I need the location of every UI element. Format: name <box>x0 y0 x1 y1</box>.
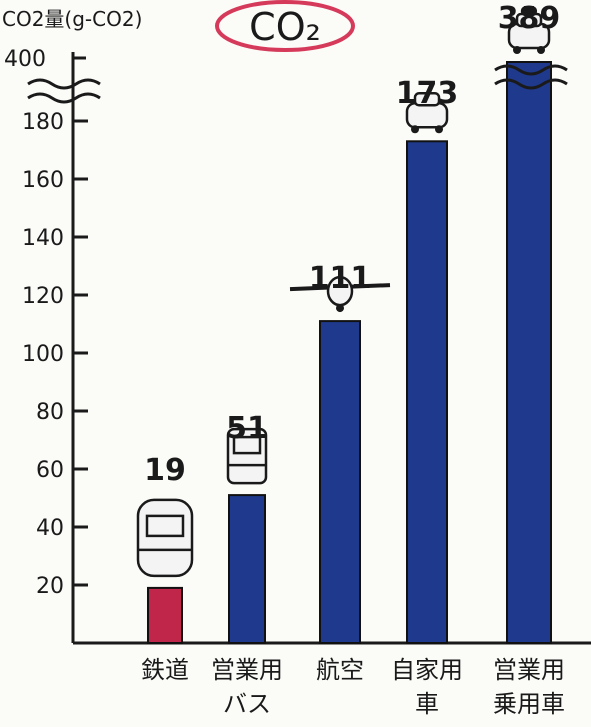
data-label-5: 389 <box>498 1 561 36</box>
car-icon <box>405 92 449 134</box>
y-tick-label-160: 160 <box>22 168 64 193</box>
y-tick-label-60: 60 <box>36 458 64 483</box>
y-axis-label: CO2量(g-CO2) <box>2 7 142 31</box>
chart-title: CO₂ <box>249 5 321 49</box>
y-tick-label-20: 20 <box>36 574 64 599</box>
data-label-1: 19 <box>144 453 186 488</box>
y-tick-label-180: 180 <box>22 110 64 135</box>
category-label-5: 営業用 <box>493 656 565 684</box>
bus-icon <box>226 427 268 485</box>
category-label-2-line2: バス <box>223 690 271 718</box>
title-ring <box>215 0 355 52</box>
y-tick-label-140: 140 <box>22 226 64 251</box>
category-label-1: 鉄道 <box>141 656 189 684</box>
bar-4 <box>406 140 448 645</box>
data-label-3: 111 <box>309 261 372 296</box>
y-tick-label-120: 120 <box>22 284 64 309</box>
data-label-4: 173 <box>396 76 459 111</box>
axis-break <box>27 78 101 104</box>
train-icon <box>136 498 194 578</box>
bar-5 <box>506 61 552 644</box>
bar-2 <box>228 494 266 644</box>
bar-3 <box>319 320 361 644</box>
bar-1 <box>147 586 183 645</box>
airplane-icon <box>289 275 391 313</box>
y-tick-label-100: 100 <box>22 342 64 367</box>
category-label-3: 航空 <box>316 656 364 684</box>
bar-break-5 <box>494 64 568 90</box>
y-tick-label-80: 80 <box>36 400 64 425</box>
category-label-4: 自家用 <box>391 656 463 684</box>
taxi-icon <box>507 6 551 54</box>
y-tick-label-400: 400 <box>4 47 46 72</box>
category-label-5-line2: 乗用車 <box>493 690 565 718</box>
y-tick-label-40: 40 <box>36 516 64 541</box>
category-label-4-line2: 車 <box>415 690 439 718</box>
data-label-2: 51 <box>226 411 268 446</box>
category-label-2: 営業用 <box>211 656 283 684</box>
